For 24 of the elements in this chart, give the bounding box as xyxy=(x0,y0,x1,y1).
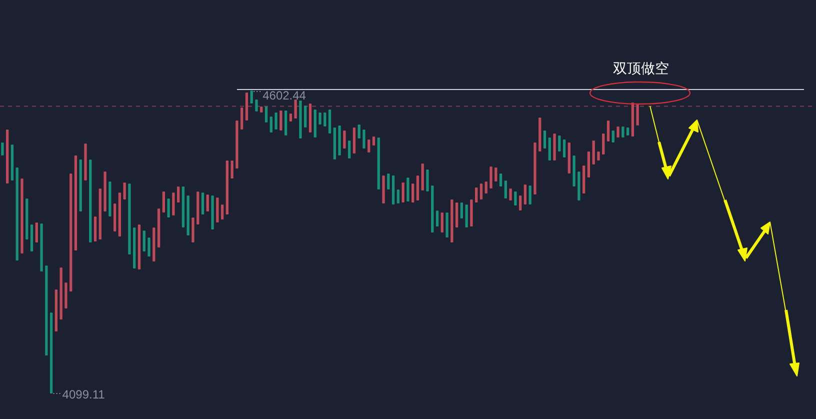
candlestick xyxy=(318,112,322,124)
candlestick xyxy=(622,126,624,138)
candlestick xyxy=(480,184,483,200)
candlestick xyxy=(255,100,258,112)
candlestick xyxy=(616,126,620,138)
candlestick xyxy=(260,106,263,112)
candlestick xyxy=(358,124,360,138)
candlestick xyxy=(1,142,4,156)
annotation: 4099.11 xyxy=(62,387,106,402)
candlestick xyxy=(484,182,488,194)
candlestick xyxy=(368,140,370,152)
candlestick xyxy=(514,192,517,206)
candlestick xyxy=(597,152,600,160)
candlestick xyxy=(372,136,376,146)
candlestick xyxy=(220,204,224,220)
candlestick xyxy=(499,174,502,186)
candlestick xyxy=(250,90,253,104)
candlestick xyxy=(509,188,512,200)
text: 双顶做空 xyxy=(613,60,669,78)
candlestick xyxy=(626,128,630,136)
annotation: 4602.44 xyxy=(262,88,306,102)
candlestick xyxy=(612,130,614,142)
candlestick xyxy=(324,112,326,126)
candlestick xyxy=(494,168,498,182)
